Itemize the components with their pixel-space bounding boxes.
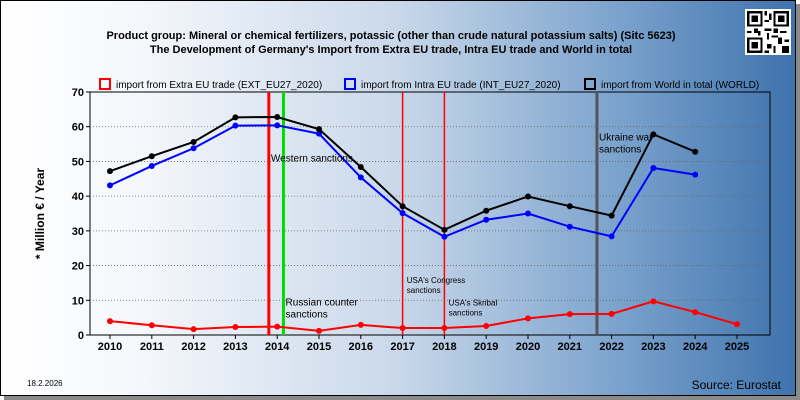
event-label: sanctions: [599, 145, 641, 156]
x-tick-label: 2019: [474, 341, 498, 353]
data-point-world: [441, 226, 448, 233]
data-point-extra: [190, 326, 197, 333]
data-point-world: [650, 131, 657, 138]
data-point-world: [148, 153, 155, 160]
legend-swatch-intra: [344, 78, 356, 90]
y-tick-label: 0: [78, 330, 84, 342]
event-label: USA's Congress: [407, 276, 465, 285]
data-point-world: [232, 114, 239, 121]
y-tick-label: 50: [72, 156, 84, 168]
legend-label-world: import from World in total (WORLD): [601, 80, 759, 91]
data-point-extra: [148, 322, 155, 329]
data-point-extra: [734, 321, 740, 328]
data-point-world: [274, 113, 281, 120]
legend-swatch-extra: [99, 78, 111, 90]
data-point-world: [357, 163, 364, 170]
data-point-intra: [274, 122, 281, 129]
data-point-intra: [399, 210, 406, 217]
data-point-extra: [399, 325, 406, 332]
data-point-extra: [566, 311, 573, 318]
x-tick-label: 2015: [307, 341, 331, 353]
x-tick-label: 2016: [349, 341, 373, 353]
x-tick-label: 2017: [390, 341, 414, 353]
x-tick-label: 2018: [432, 341, 456, 353]
event-label: sanctions: [407, 286, 441, 295]
data-point-intra: [190, 145, 197, 152]
data-point-extra: [107, 318, 113, 325]
y-tick-label: 60: [72, 122, 84, 134]
y-tick-label: 30: [72, 226, 84, 238]
y-axis-label: * Million € / Year: [33, 168, 47, 259]
data-point-extra: [316, 327, 322, 334]
x-tick-label: 2024: [683, 341, 708, 353]
x-tick-label: 2014: [265, 341, 290, 353]
plot-area: [89, 91, 771, 336]
y-tick-label: 10: [72, 295, 84, 307]
event-label: USA's Skribal: [449, 298, 498, 307]
data-point-intra: [441, 233, 448, 240]
data-point-intra: [566, 223, 573, 230]
data-point-intra: [650, 165, 657, 172]
event-label: sanctions: [286, 309, 328, 320]
event-label: Ukraine war: [599, 133, 653, 144]
x-tick-label: 2012: [181, 341, 205, 353]
data-point-world: [190, 138, 197, 145]
x-tick-label: 2025: [725, 341, 749, 353]
data-point-world: [399, 203, 406, 210]
data-point-extra: [650, 298, 657, 305]
data-point-intra: [608, 233, 615, 240]
x-tick-label: 2021: [558, 341, 582, 353]
data-point-intra: [692, 171, 699, 178]
x-tick-label: 2023: [641, 341, 665, 353]
data-point-world: [316, 126, 322, 133]
data-point-world: [566, 203, 573, 210]
data-point-world: [525, 193, 531, 200]
chart-date: 18.2.2026: [27, 379, 63, 388]
chart-title: Product group: Mineral or chemical ferti…: [41, 29, 741, 57]
data-point-intra: [525, 210, 531, 217]
data-point-extra: [274, 323, 281, 330]
data-point-intra: [107, 182, 113, 189]
data-point-extra: [232, 324, 239, 331]
legend-label-intra: import from Intra EU trade (INT_EU27_202…: [361, 80, 561, 91]
data-point-extra: [608, 310, 615, 317]
data-point-world: [608, 212, 615, 219]
x-tick-label: 2020: [516, 341, 540, 353]
data-point-extra: [692, 309, 699, 316]
x-tick-label: 2010: [98, 341, 122, 353]
legend-swatch-world: [584, 78, 596, 90]
data-point-intra: [148, 162, 155, 169]
data-point-intra: [316, 130, 322, 137]
data-point-extra: [441, 325, 448, 332]
data-point-extra: [525, 315, 531, 322]
data-point-intra: [357, 174, 364, 181]
event-label: Russian counter: [286, 297, 359, 308]
data-point-extra: [483, 322, 490, 329]
qr-code-icon: [745, 9, 791, 55]
data-point-world: [483, 207, 490, 214]
chart-source: Source: Eurostat: [691, 378, 781, 392]
data-point-intra: [483, 216, 490, 223]
title-line-2: The Development of Germany's Import from…: [149, 44, 633, 56]
data-point-world: [107, 168, 113, 175]
event-label: Western sanctions: [271, 153, 353, 164]
y-tick-label: 70: [72, 87, 84, 99]
x-tick-label: 2013: [223, 341, 247, 353]
y-tick-label: 40: [72, 191, 84, 203]
event-label: sanctions: [449, 308, 483, 317]
data-point-intra: [232, 122, 239, 129]
x-tick-label: 2011: [140, 341, 164, 353]
legend-label-extra: import from Extra EU trade (EXT_EU27_202…: [116, 80, 322, 91]
y-tick-label: 20: [72, 261, 84, 273]
data-point-extra: [357, 321, 364, 328]
title-line-1: Product group: Mineral or chemical ferti…: [106, 30, 676, 42]
x-tick-label: 2022: [599, 341, 623, 353]
data-point-world: [692, 148, 699, 155]
series-line-extra: [109, 300, 738, 332]
